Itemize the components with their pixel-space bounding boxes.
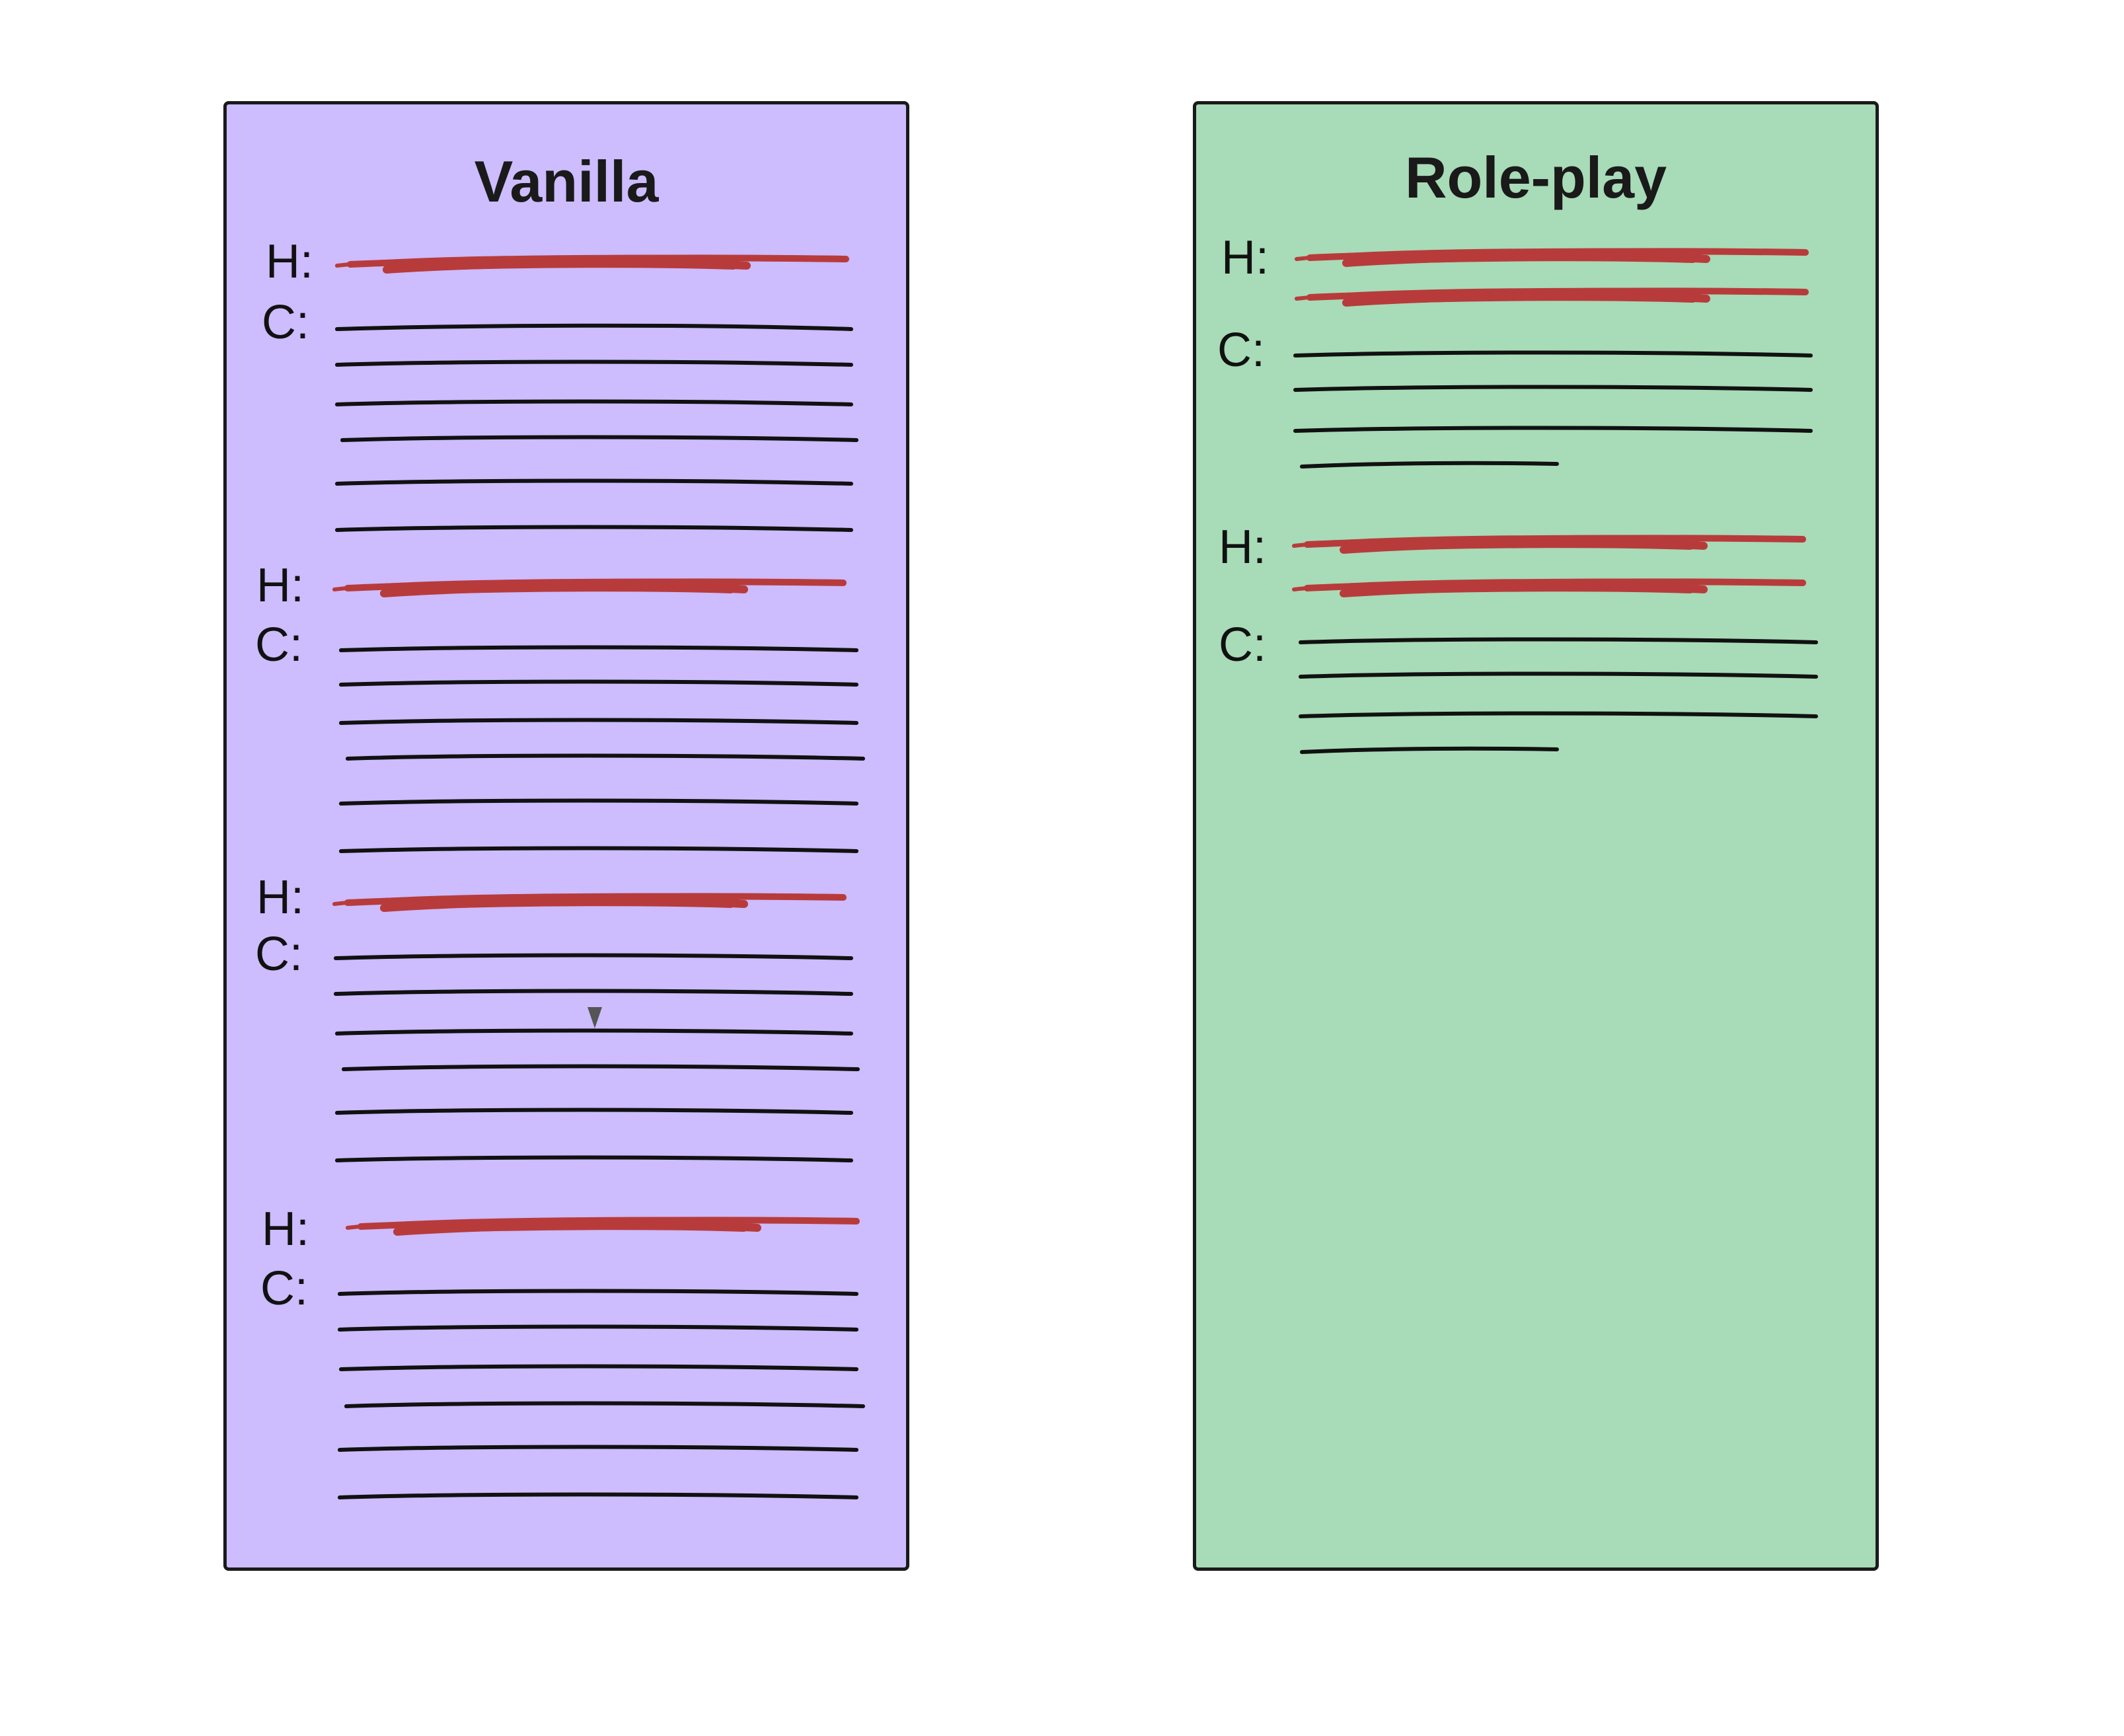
vanilla-title: Vanilla (474, 149, 659, 214)
vanilla-turn-2-assistant-label: C: (255, 619, 303, 671)
vanilla-turn-4-human-label: H: (262, 1203, 309, 1256)
vanilla-turn-3-assistant-label: C: (255, 928, 303, 981)
roleplay-turn-1-assistant-label: C: (1217, 324, 1265, 377)
vanilla-turn-2-human-message (334, 581, 843, 594)
roleplay-title: Role-play (1404, 145, 1667, 210)
vanilla-turn-3-human-message (334, 895, 843, 909)
vanilla-turn-2-assistant-message (339, 645, 865, 853)
roleplay-turn-2-assistant-message (1299, 637, 1818, 754)
vanilla-turn-1-human-label: H: (266, 235, 313, 288)
vanilla-turn-4-assistant-message (338, 1289, 865, 1499)
vanilla-turn-1-assistant-label: C: (262, 296, 309, 349)
vanilla-turn-1-assistant-message (335, 323, 858, 532)
roleplay-turn-1-assistant-message (1293, 350, 1813, 469)
vanilla-turn-4-human-message (348, 1219, 856, 1232)
roleplay-panel: Role-play (1193, 101, 1879, 1571)
cursor-marker-icon (588, 1007, 602, 1028)
roleplay-turn-1-human-message (1297, 250, 1805, 303)
roleplay-turn-2-human-message (1294, 537, 1803, 594)
vanilla-turn-1-human-message (337, 257, 846, 270)
roleplay-turn-2-assistant-label: C: (1219, 619, 1266, 671)
vanilla-turn-3-assistant-message (334, 953, 860, 1162)
vanilla-turn-4-assistant-label: C: (260, 1262, 308, 1315)
roleplay-turn-2-human-label: H: (1219, 521, 1266, 574)
vanilla-turn-2-human-label: H: (256, 559, 304, 612)
roleplay-turn-1-human-label: H: (1221, 231, 1269, 284)
vanilla-turn-3-human-label: H: (256, 871, 304, 924)
